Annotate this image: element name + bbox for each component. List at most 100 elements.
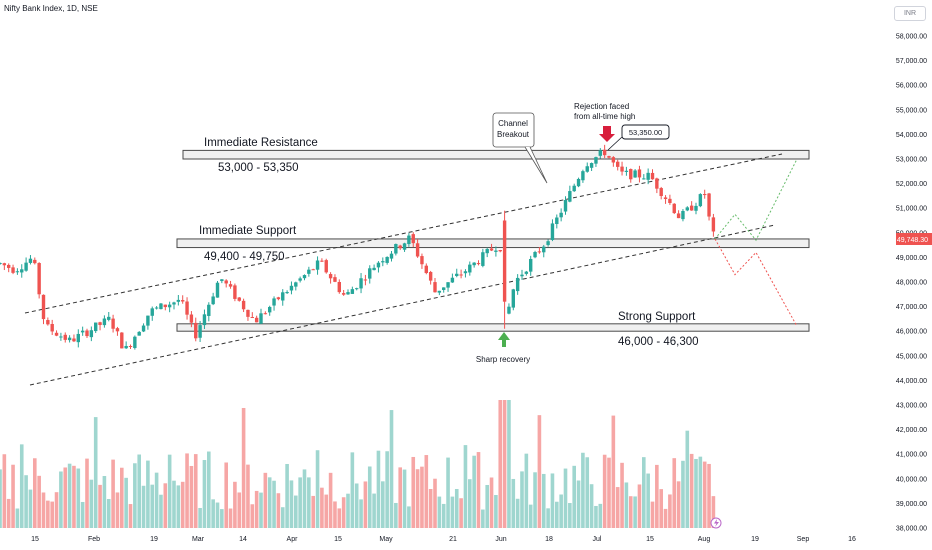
volume-bar bbox=[385, 451, 389, 528]
volume-bar bbox=[389, 410, 394, 528]
candle-body bbox=[324, 260, 328, 273]
volume-bar bbox=[367, 466, 372, 528]
candle-body bbox=[507, 306, 511, 314]
x-tick-label: 19 bbox=[751, 536, 759, 543]
candle-body bbox=[581, 171, 585, 181]
volume-bar bbox=[711, 496, 716, 528]
volume-bar bbox=[28, 489, 33, 528]
candle-body bbox=[241, 300, 246, 310]
volume-bar bbox=[685, 430, 690, 528]
candle-body bbox=[637, 169, 642, 178]
volume-bar bbox=[676, 481, 681, 528]
volume-bar bbox=[550, 473, 555, 528]
volume-bar bbox=[120, 467, 124, 528]
volume-bar bbox=[189, 465, 194, 528]
volume-bar bbox=[193, 454, 198, 528]
candle-body bbox=[537, 251, 542, 253]
y-tick-label: 46,000.00 bbox=[896, 329, 927, 336]
volume-bar bbox=[350, 452, 355, 528]
volume-bar bbox=[54, 492, 59, 528]
candle-body bbox=[694, 205, 698, 211]
candle-body bbox=[450, 277, 455, 283]
x-tick-label: 15 bbox=[334, 536, 342, 543]
x-tick-label: May bbox=[379, 536, 393, 543]
upper-channel-line bbox=[24, 153, 783, 314]
volume-bar bbox=[276, 493, 281, 528]
candle-body bbox=[333, 277, 337, 282]
x-tick-label: 14 bbox=[239, 536, 247, 543]
volume-bar bbox=[33, 458, 37, 528]
candle-body bbox=[650, 172, 655, 180]
volume-bar bbox=[237, 492, 242, 528]
candle-body bbox=[128, 345, 133, 347]
volume-bar bbox=[642, 457, 646, 528]
candle-body bbox=[629, 169, 633, 180]
volume-bar bbox=[572, 465, 576, 528]
candle-body bbox=[133, 336, 137, 349]
volume-bar bbox=[407, 506, 411, 528]
candle-body bbox=[389, 253, 394, 259]
support-range: 49,400 - 49,750 bbox=[204, 251, 285, 263]
volume-bar bbox=[307, 477, 311, 528]
candle-body bbox=[703, 194, 707, 196]
volume-bar bbox=[315, 450, 320, 528]
volume-bar bbox=[602, 454, 607, 528]
volume-bar bbox=[137, 454, 141, 528]
volume-bar bbox=[615, 487, 620, 528]
volume-bar bbox=[498, 400, 503, 528]
volume-bar bbox=[459, 498, 463, 528]
volume-bar bbox=[707, 463, 711, 528]
volume-bar bbox=[559, 494, 563, 528]
volume-bar bbox=[41, 492, 46, 528]
volume-bar bbox=[320, 487, 324, 528]
volume-bar bbox=[568, 503, 572, 528]
volume-bar bbox=[511, 478, 516, 528]
volume-bar bbox=[646, 473, 650, 528]
candle-body bbox=[63, 334, 67, 340]
volume-bar bbox=[633, 496, 637, 528]
volume-bar bbox=[672, 458, 677, 528]
candle-body bbox=[602, 149, 607, 156]
candle-body bbox=[50, 323, 54, 332]
candle-body bbox=[198, 325, 202, 338]
volume-bar bbox=[528, 504, 533, 528]
volume-bar bbox=[294, 495, 298, 528]
breakout-callout-box bbox=[492, 112, 535, 148]
volume-bar bbox=[246, 464, 250, 528]
volume-bar bbox=[694, 458, 698, 528]
currency-selector[interactable]: INR bbox=[894, 6, 926, 21]
volume-bar bbox=[663, 508, 668, 528]
candle-body bbox=[185, 301, 189, 315]
volume-bar bbox=[628, 496, 633, 528]
volume-bar bbox=[489, 477, 494, 528]
candle-body bbox=[511, 289, 515, 308]
y-tick-label: 57,000.00 bbox=[896, 58, 927, 65]
volume-bar bbox=[211, 499, 215, 528]
volume-bar bbox=[394, 502, 398, 528]
volume-bar bbox=[76, 468, 81, 528]
candle-body bbox=[276, 297, 281, 300]
volume-bar bbox=[2, 454, 7, 528]
volume-bar bbox=[180, 481, 185, 528]
y-tick-label: 45,000.00 bbox=[896, 353, 927, 360]
x-tick-label: Aug bbox=[698, 536, 711, 543]
candle-body bbox=[515, 277, 520, 292]
volume-bar bbox=[611, 415, 616, 528]
x-tick-label: Feb bbox=[88, 536, 100, 543]
y-tick-label: 55,000.00 bbox=[896, 107, 927, 114]
volume-bar bbox=[372, 493, 376, 528]
volume-bar bbox=[563, 468, 568, 528]
candle-body bbox=[402, 243, 407, 250]
candle-body bbox=[228, 284, 233, 287]
volume-bar bbox=[450, 496, 455, 528]
volume-bar bbox=[363, 481, 368, 528]
candle-body bbox=[98, 322, 102, 325]
y-tick-label: 42,000.00 bbox=[896, 427, 927, 434]
volume-bar bbox=[428, 489, 433, 528]
candle-body bbox=[20, 269, 24, 273]
candle-body bbox=[707, 193, 711, 217]
volume-bar bbox=[163, 483, 168, 528]
volume-bar bbox=[89, 479, 94, 528]
volume-bar bbox=[598, 503, 603, 528]
